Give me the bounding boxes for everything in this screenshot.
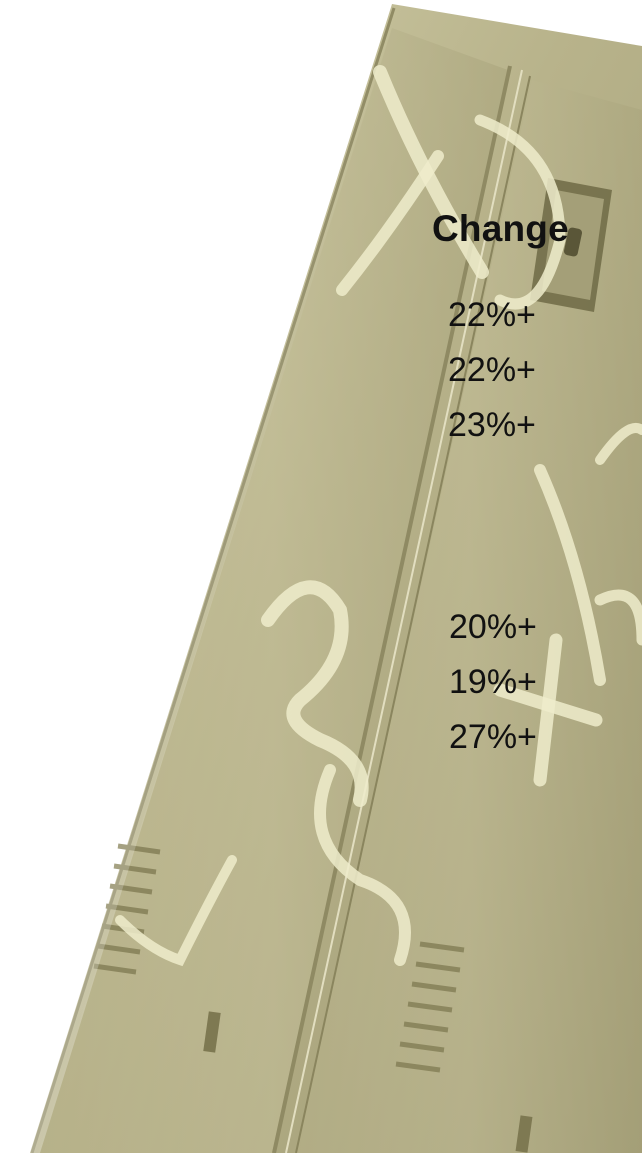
change-value: 23%+: [448, 406, 536, 444]
chalk-scribbles: [115, 65, 642, 967]
change-value: 27%+: [449, 718, 537, 756]
change-value: 22%+: [448, 351, 536, 389]
change-value: 20%+: [449, 608, 537, 646]
change-value: 19%+: [449, 663, 537, 701]
vent-slats-right: [395, 941, 465, 1073]
change-value: 22%+: [448, 296, 536, 334]
change-header: Change: [432, 208, 569, 249]
